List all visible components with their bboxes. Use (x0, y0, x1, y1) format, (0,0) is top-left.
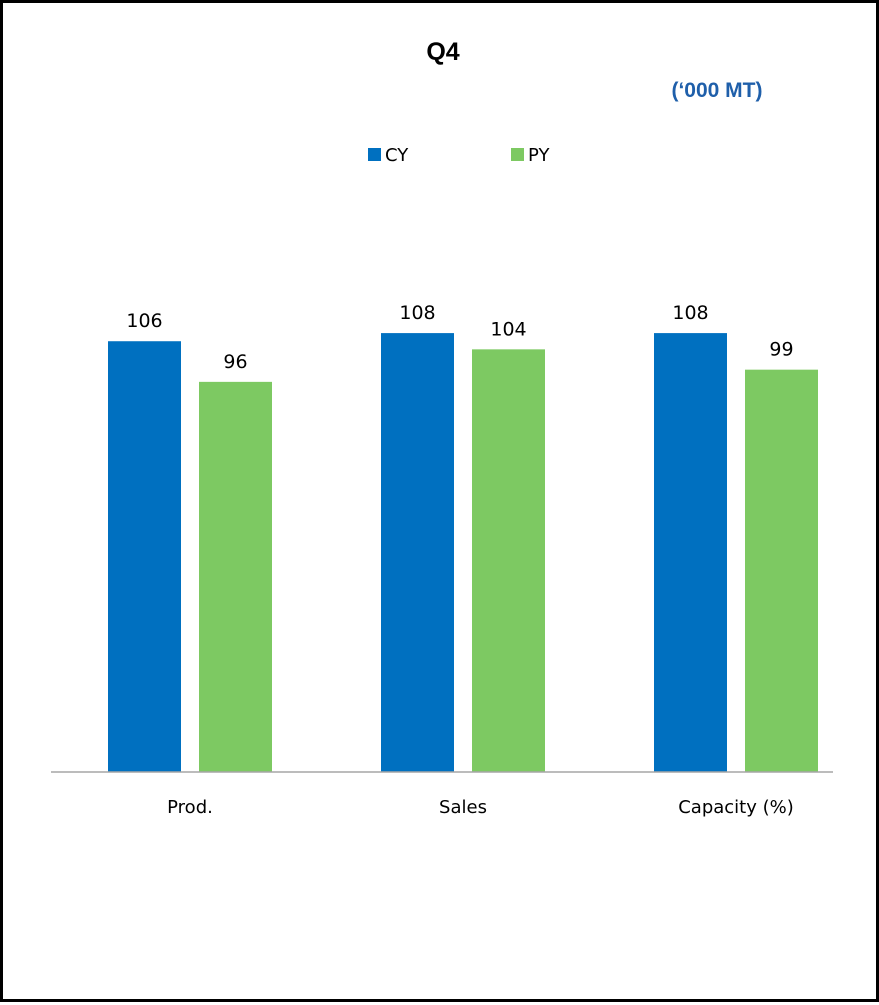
data-label: 108 (399, 302, 435, 324)
data-label: 96 (223, 351, 247, 373)
data-label: 99 (769, 339, 793, 361)
bar-py (472, 349, 545, 772)
legend-swatch-py (511, 148, 524, 161)
bar-py (199, 381, 272, 772)
x-tick-label: Capacity (%) (678, 797, 794, 818)
bar-cy (381, 333, 454, 772)
chart-title: Q4 (426, 38, 459, 66)
x-tick-label: Sales (439, 797, 487, 818)
data-label: 104 (490, 318, 526, 340)
data-label: 106 (126, 310, 162, 332)
bar-cy (654, 333, 727, 772)
bar-chart: Q4 (‘000 MT) CY PY 106 96 108 104 108 99 Prod… (51, 38, 833, 818)
legend-label-py: PY (528, 145, 550, 166)
bar-py (745, 369, 818, 772)
bar-cy (108, 341, 181, 772)
legend-label-cy: CY (385, 145, 409, 166)
data-label: 108 (672, 302, 708, 324)
x-tick-label: Prod. (167, 797, 213, 818)
unit-label: (‘000 MT) (671, 79, 762, 102)
legend-swatch-cy (368, 148, 381, 161)
